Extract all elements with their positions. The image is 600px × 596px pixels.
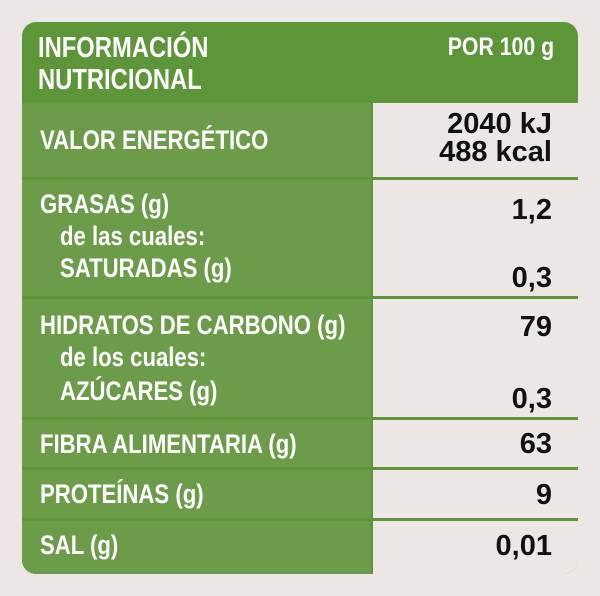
sugars-label: AZÚCARES (g) (60, 376, 218, 406)
carbs-row: HIDRATOS DE CARBONO (g) de los cuales: A… (22, 299, 578, 417)
energy-value-cell: 2040 kJ 488 kcal (373, 103, 578, 177)
protein-label-cell: PROTEÍNAS (g) (22, 470, 371, 518)
fiber-value-cell: 63 (373, 420, 578, 467)
carbs-label: HIDRATOS DE CARBONO (g) (40, 310, 346, 340)
fiber-value: 63 (519, 428, 552, 460)
fiber-label: FIBRA ALIMENTARIA (g) (40, 429, 297, 459)
energy-label: VALOR ENERGÉTICO (40, 125, 269, 155)
saturated-fat-label: SATURADAS (g) (60, 253, 232, 283)
saturated-fat-value: 0,3 (511, 262, 552, 294)
carbs-value-cell: 79 0,3 (373, 299, 578, 417)
nutrition-table: INFORMACIÓN NUTRICIONAL POR 100 g VALOR … (22, 22, 578, 574)
energy-label-cell: VALOR ENERGÉTICO (22, 103, 371, 177)
carbs-value: 79 (519, 311, 552, 343)
fiber-row: FIBRA ALIMENTARIA (g) 63 (22, 420, 578, 467)
fat-sub-caption: de las cuales: (60, 221, 206, 251)
energy-kj-value: 2040 kJ (447, 108, 552, 140)
protein-label: PROTEÍNAS (g) (40, 479, 204, 509)
protein-value-cell: 9 (373, 470, 578, 518)
salt-row: SAL (g) 0,01 (22, 521, 578, 574)
salt-value: 0,01 (495, 530, 552, 562)
energy-kcal-value: 488 kcal (439, 136, 552, 168)
fat-label-cell: GRASAS (g) de las cuales: SATURADAS (g) (22, 180, 371, 296)
carbs-label-cell: HIDRATOS DE CARBONO (g) de los cuales: A… (22, 299, 371, 417)
per-100g-label: POR 100 g (447, 33, 554, 61)
energy-row: VALOR ENERGÉTICO 2040 kJ 488 kcal (22, 103, 578, 177)
fat-value: 1,2 (511, 194, 552, 226)
fat-value-cell: 1,2 0,3 (373, 180, 578, 296)
table-title: INFORMACIÓN NUTRICIONAL (38, 32, 209, 96)
salt-label-cell: SAL (g) (22, 521, 371, 574)
protein-row: PROTEÍNAS (g) 9 (22, 470, 578, 518)
salt-value-cell: 0,01 (373, 521, 578, 574)
fiber-label-cell: FIBRA ALIMENTARIA (g) (22, 420, 371, 467)
fat-row: GRASAS (g) de las cuales: SATURADAS (g) … (22, 180, 578, 296)
sugars-value: 0,3 (511, 383, 552, 415)
salt-label: SAL (g) (40, 530, 119, 560)
carbs-sub-caption: de los cuales: (60, 342, 207, 372)
fat-label: GRASAS (g) (40, 189, 170, 219)
protein-value: 9 (535, 479, 552, 511)
